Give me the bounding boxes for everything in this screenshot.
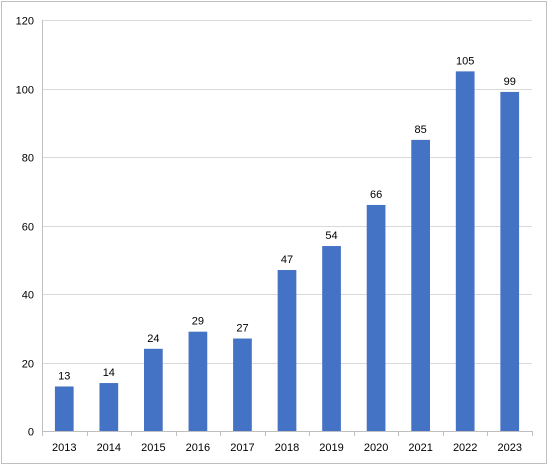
data-labels: 13 14 24 29 27 47 54 66 85 105 99 — [58, 55, 516, 382]
data-label: 105 — [456, 55, 474, 67]
data-label: 99 — [504, 76, 516, 88]
data-label: 24 — [147, 333, 159, 345]
data-label: 54 — [325, 230, 337, 242]
y-tick-label: 20 — [22, 359, 34, 371]
y-tick-label: 100 — [16, 85, 34, 97]
x-tick-label: 2023 — [497, 442, 521, 454]
bar — [54, 386, 74, 431]
x-tick-label: 2020 — [364, 442, 388, 454]
data-label: 14 — [103, 367, 115, 379]
axes — [42, 20, 533, 436]
bar — [500, 91, 520, 432]
x-tick-label: 2015 — [141, 442, 165, 454]
bars — [54, 71, 520, 432]
data-label: 66 — [370, 189, 382, 201]
bar — [455, 71, 475, 431]
y-tick-label: 0 — [28, 427, 34, 439]
x-tick-label: 2016 — [186, 442, 210, 454]
y-tick-label: 40 — [22, 290, 34, 302]
bar — [188, 331, 208, 431]
y-tick-label: 60 — [22, 222, 34, 234]
gridlines — [42, 20, 532, 364]
x-tick-label: 2018 — [275, 442, 299, 454]
x-tick-label: 2013 — [52, 442, 76, 454]
bar — [322, 246, 341, 431]
bar — [411, 139, 430, 431]
x-tick-label: 2014 — [97, 442, 121, 454]
y-tick-label: 120 — [16, 16, 34, 28]
data-label: 27 — [236, 323, 248, 335]
x-axis-ticks: 2013 2014 2015 2016 2017 2018 2019 2020 2021 2022… — [52, 442, 522, 454]
y-tick-label: 80 — [22, 153, 34, 165]
x-tick-label: 2021 — [408, 442, 432, 454]
data-label: 29 — [192, 316, 204, 328]
bar — [277, 270, 297, 431]
bar — [99, 383, 119, 431]
x-tick-label: 2019 — [319, 442, 343, 454]
bar — [144, 348, 163, 431]
data-label: 47 — [281, 254, 293, 266]
x-tick-label: 2017 — [230, 442, 254, 454]
x-tick-label: 2022 — [453, 442, 477, 454]
data-label: 85 — [415, 124, 427, 136]
bar — [233, 338, 252, 431]
data-label: 13 — [58, 370, 70, 382]
y-axis-ticks: 0 20 40 60 80 100 120 — [16, 16, 34, 439]
bar — [366, 204, 386, 431]
